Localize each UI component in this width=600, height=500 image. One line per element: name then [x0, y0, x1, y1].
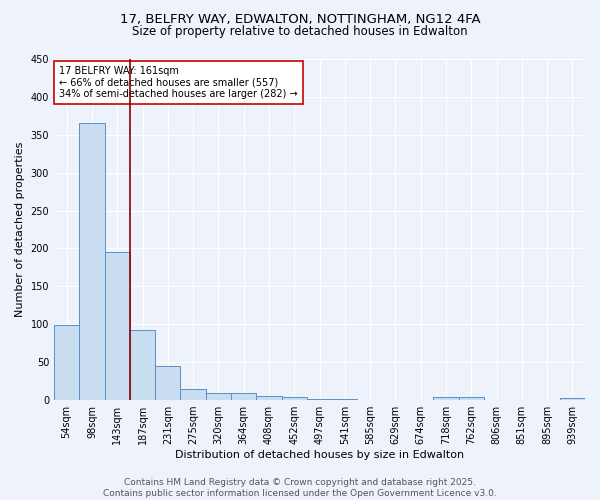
Bar	[155, 366, 181, 400]
Text: 17, BELFRY WAY, EDWALTON, NOTTINGHAM, NG12 4FA: 17, BELFRY WAY, EDWALTON, NOTTINGHAM, NG…	[119, 12, 481, 26]
Bar	[54, 325, 79, 400]
Y-axis label: Number of detached properties: Number of detached properties	[15, 142, 25, 317]
Bar	[104, 252, 130, 400]
Bar	[433, 397, 458, 400]
Bar	[560, 398, 585, 400]
Bar	[458, 397, 484, 400]
Bar	[130, 330, 155, 400]
Text: Size of property relative to detached houses in Edwalton: Size of property relative to detached ho…	[132, 25, 468, 38]
Bar	[231, 392, 256, 400]
Bar	[79, 124, 104, 400]
Text: Contains HM Land Registry data © Crown copyright and database right 2025.
Contai: Contains HM Land Registry data © Crown c…	[103, 478, 497, 498]
Bar	[256, 396, 281, 400]
Bar	[181, 388, 206, 400]
Text: 17 BELFRY WAY: 161sqm
← 66% of detached houses are smaller (557)
34% of semi-det: 17 BELFRY WAY: 161sqm ← 66% of detached …	[59, 66, 298, 99]
X-axis label: Distribution of detached houses by size in Edwalton: Distribution of detached houses by size …	[175, 450, 464, 460]
Bar	[206, 392, 231, 400]
Bar	[281, 397, 307, 400]
